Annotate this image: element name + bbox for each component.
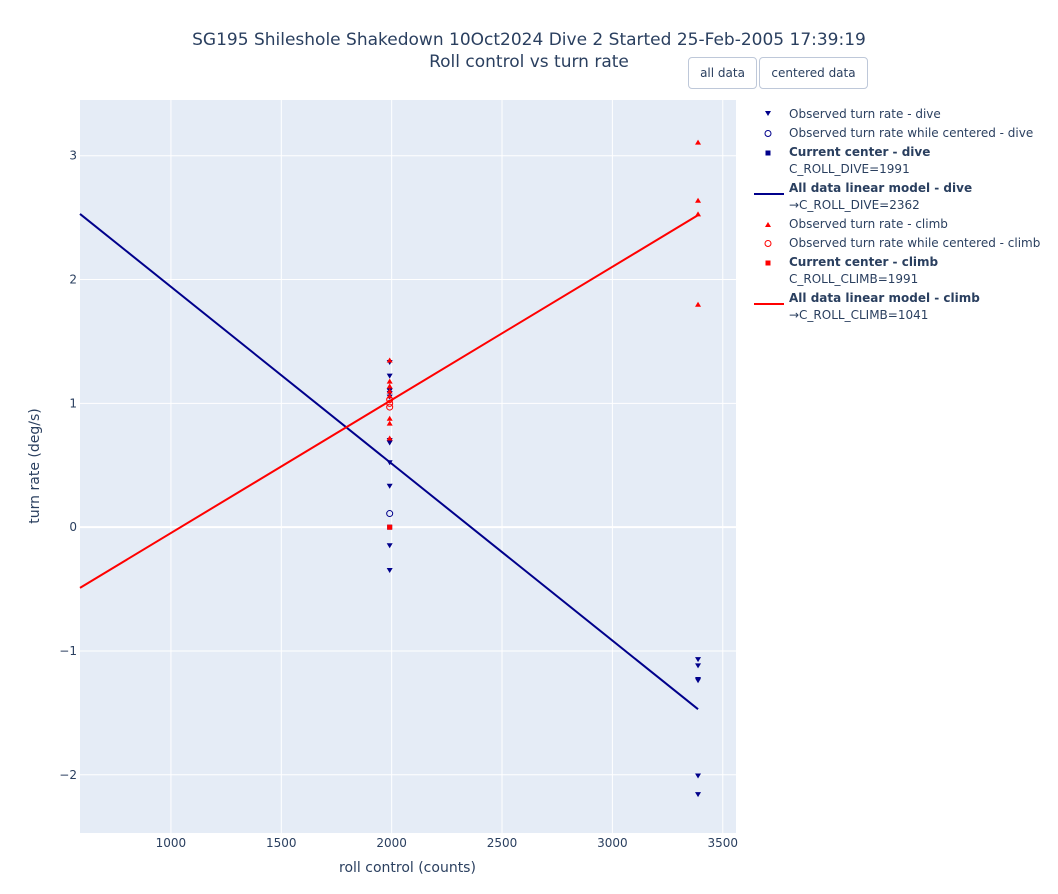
y-tick-label: −2 bbox=[59, 768, 77, 782]
dive-point bbox=[386, 543, 393, 549]
dive-point bbox=[386, 373, 393, 379]
legend-value: C_ROLL_CLIMB=1991 bbox=[789, 272, 919, 286]
legend-item-obs-dive[interactable]: Observed turn rate - dive bbox=[750, 106, 1040, 123]
line-icon bbox=[754, 193, 784, 195]
chart-marks bbox=[79, 139, 702, 798]
line-icon bbox=[754, 303, 784, 305]
climb-point bbox=[695, 197, 702, 203]
climb-point bbox=[386, 415, 393, 421]
tick-labels: 1000 1500 2000 2500 3000 3500 −2 −1 0 1 2 3 bbox=[59, 149, 738, 850]
centered-dive-point bbox=[386, 510, 394, 518]
dive-point bbox=[386, 460, 393, 466]
centered-climb-point bbox=[386, 403, 394, 411]
triangle-up-icon bbox=[765, 222, 771, 227]
climb-point bbox=[386, 357, 393, 363]
x-tick-label: 1500 bbox=[266, 836, 297, 850]
circle-open-icon bbox=[764, 130, 772, 137]
legend-label: All data linear model - climb bbox=[789, 291, 980, 305]
chart-subtitle: Roll control vs turn rate bbox=[429, 52, 629, 72]
x-tick-label: 3000 bbox=[597, 836, 628, 850]
y-axis-title: turn rate (deg/s) bbox=[27, 408, 43, 524]
x-axis-title: roll control (counts) bbox=[339, 860, 476, 876]
legend-label: All data linear model - dive bbox=[789, 181, 973, 195]
legend-item-model-dive[interactable]: All data linear model - dive →C_ROLL_DIV… bbox=[750, 180, 1040, 214]
dive-point bbox=[386, 483, 393, 489]
square-icon bbox=[765, 150, 771, 156]
all-data-button[interactable]: all data bbox=[688, 57, 757, 89]
dive-point bbox=[695, 773, 702, 779]
square-icon bbox=[765, 260, 771, 266]
y-tick-label: 0 bbox=[69, 520, 77, 534]
y-tick-label: 1 bbox=[69, 396, 77, 410]
x-tick-label: 1000 bbox=[156, 836, 187, 850]
y-tick-label: 2 bbox=[69, 273, 77, 287]
dive-point bbox=[695, 663, 702, 669]
centered-climb-point bbox=[386, 396, 394, 404]
climb-point bbox=[386, 378, 393, 384]
legend-item-obs-climb[interactable]: Observed turn rate - climb bbox=[750, 216, 1040, 233]
centered-climb-point bbox=[386, 399, 394, 407]
legend: Observed turn rate - dive Observed turn … bbox=[750, 106, 1040, 326]
dive-point bbox=[695, 657, 702, 663]
legend-item-center-climb[interactable]: Current center - climb C_ROLL_CLIMB=1991 bbox=[750, 254, 1040, 288]
climb-point bbox=[695, 139, 702, 145]
legend-label: Current center - climb bbox=[789, 255, 939, 269]
climb-point bbox=[695, 301, 702, 307]
dive-point bbox=[386, 568, 393, 574]
climb-point bbox=[386, 420, 393, 426]
climb-point bbox=[386, 435, 393, 441]
climb-model-line bbox=[79, 214, 699, 589]
climb-point bbox=[386, 388, 393, 394]
legend-value: →C_ROLL_CLIMB=1041 bbox=[789, 308, 929, 322]
x-tick-label: 2500 bbox=[487, 836, 518, 850]
climb-point bbox=[386, 383, 393, 389]
legend-label: Current center - dive bbox=[789, 145, 931, 159]
legend-label: Observed turn rate while centered - clim… bbox=[789, 236, 1041, 250]
y-tick-label: 3 bbox=[69, 149, 77, 163]
legend-item-centered-dive[interactable]: Observed turn rate while centered - dive bbox=[750, 125, 1040, 142]
legend-value: →C_ROLL_DIVE=2362 bbox=[789, 198, 920, 212]
legend-label: Observed turn rate while centered - dive bbox=[789, 126, 1034, 140]
circle-open-icon bbox=[764, 240, 772, 247]
climb-point bbox=[695, 211, 702, 217]
x-tick-label: 3500 bbox=[707, 836, 738, 850]
triangle-down-icon bbox=[765, 111, 771, 116]
legend-label: Observed turn rate - dive bbox=[789, 107, 941, 121]
legend-value: C_ROLL_DIVE=1991 bbox=[789, 162, 910, 176]
climb-center-point bbox=[387, 524, 393, 530]
dive-point bbox=[695, 678, 702, 684]
plot-background bbox=[80, 100, 736, 833]
legend-item-model-climb[interactable]: All data linear model - climb →C_ROLL_CL… bbox=[750, 290, 1040, 324]
legend-label: Observed turn rate - climb bbox=[789, 217, 948, 231]
y-tick-label: −1 bbox=[59, 644, 77, 658]
legend-item-center-dive[interactable]: Current center - dive C_ROLL_DIVE=1991 bbox=[750, 144, 1040, 178]
dive-point bbox=[695, 792, 702, 798]
centered-data-button[interactable]: centered data bbox=[759, 57, 868, 89]
x-tick-label: 2000 bbox=[376, 836, 407, 850]
legend-item-centered-climb[interactable]: Observed turn rate while centered - clim… bbox=[750, 235, 1040, 252]
chart-title: SG195 Shileshole Shakedown 10Oct2024 Div… bbox=[192, 30, 866, 50]
